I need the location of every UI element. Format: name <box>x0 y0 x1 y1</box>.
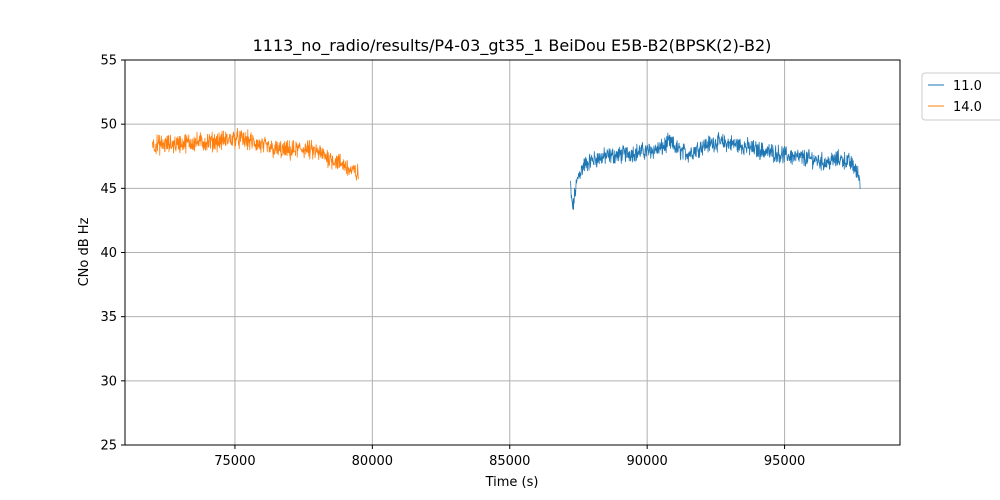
legend-label-11: 11.0 <box>953 79 982 94</box>
x-tick-label: 90000 <box>626 454 667 469</box>
x-tick-label: 85000 <box>489 454 530 469</box>
series-line-0 <box>570 132 861 210</box>
y-tick-label: 45 <box>100 182 117 197</box>
x-tick-label: 95000 <box>764 454 805 469</box>
series-line-1 <box>152 127 359 181</box>
y-tick-label: 55 <box>100 54 117 69</box>
y-tick-label: 25 <box>100 439 117 454</box>
y-tick-label: 50 <box>100 118 117 133</box>
legend-label-14: 14.0 <box>953 100 982 115</box>
y-tick-label: 40 <box>100 246 117 261</box>
x-tick-label: 80000 <box>352 454 393 469</box>
y-tick-label: 30 <box>100 374 117 389</box>
legend: 11.0 14.0 <box>921 72 1000 121</box>
x-axis-label: Time (s) <box>485 475 539 490</box>
x-tick-label: 75000 <box>214 454 255 469</box>
axis-ticks: 75000 80000 85000 90000 95000 25 30 35 40 45 50 55 <box>100 54 805 470</box>
y-tick-label: 35 <box>100 310 117 325</box>
plot-series <box>152 127 861 210</box>
chart-title: 1113_no_radio/results/P4-03_gt35_1 BeiDo… <box>253 36 772 56</box>
y-axis-label: CNo dB Hz <box>77 217 92 286</box>
